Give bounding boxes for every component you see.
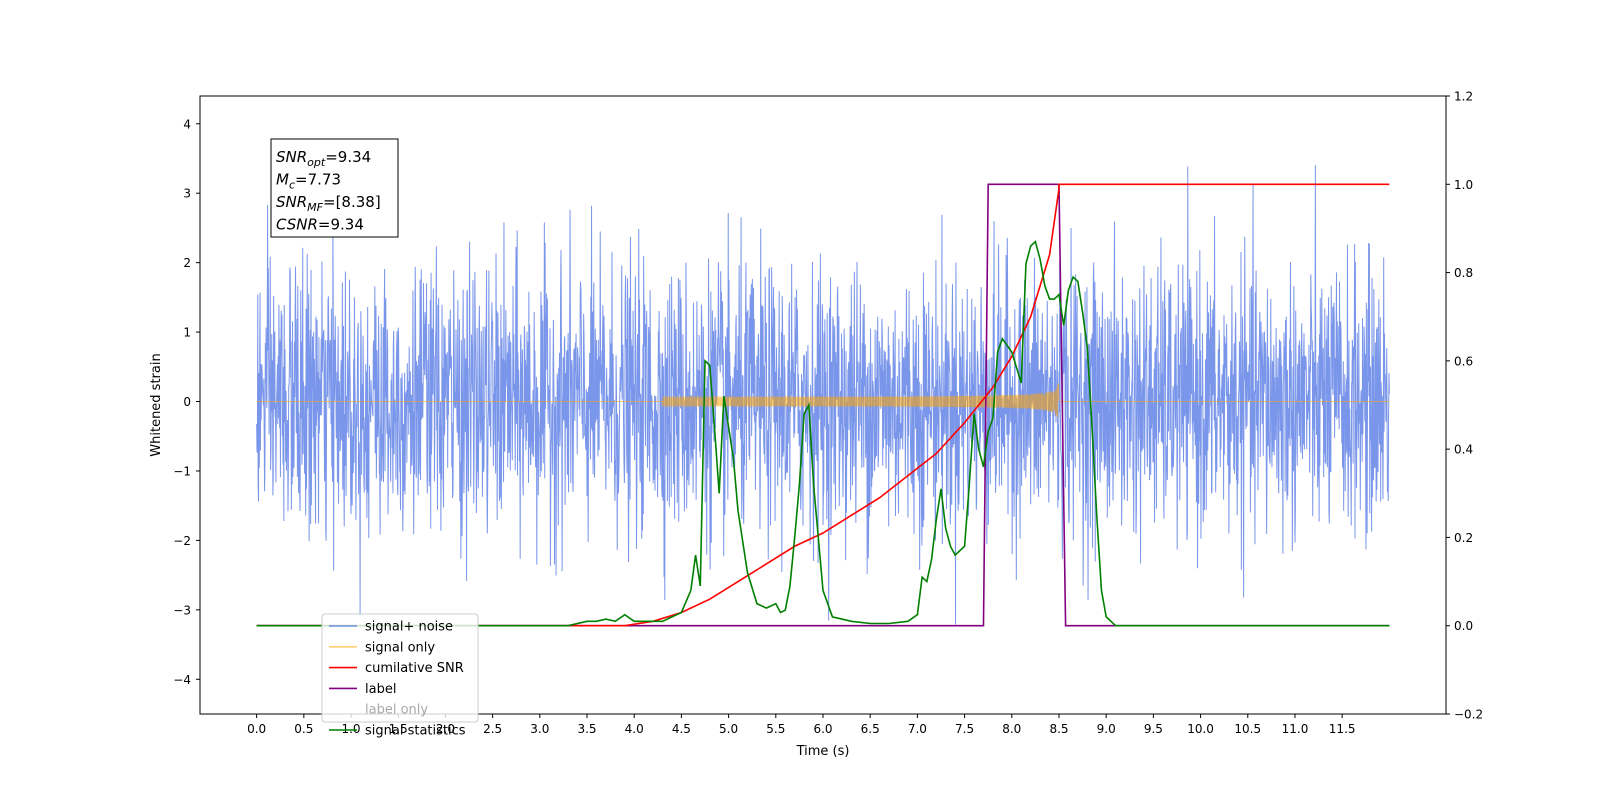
y-tick-label: 2	[183, 256, 191, 270]
x-tick-label: 9.0	[1097, 722, 1116, 736]
x-tick-label: 2.5	[483, 722, 502, 736]
y2-tick-label: 0.4	[1454, 443, 1473, 457]
x-tick-label: 10.5	[1234, 722, 1261, 736]
y2-tick-label: 1.2	[1454, 90, 1473, 104]
x-tick-label: 11.0	[1282, 722, 1309, 736]
x-tick-label: 7.5	[955, 722, 974, 736]
annotation-line: SNRopt=9.34	[276, 148, 371, 169]
legend-entry-label: label only	[365, 703, 428, 718]
legend-entry-label: signal only	[365, 640, 435, 655]
y2-tick-label: 0.2	[1454, 531, 1473, 545]
legend-entry-label: signal+ noise	[365, 620, 453, 635]
x-tick-label: 3.0	[530, 722, 549, 736]
legend-entry-label: label	[365, 682, 396, 697]
annotation-line: Mc=7.73	[276, 171, 341, 192]
y-tick-label: −4	[173, 673, 191, 687]
x-tick-label: 10.0	[1187, 722, 1214, 736]
legend-entry-label: signal statistics	[365, 724, 466, 739]
legend-entry-label: cumilative SNR	[365, 661, 464, 676]
x-tick-label: 5.0	[719, 722, 738, 736]
y-tick-label: −1	[173, 464, 191, 478]
annotation-frame	[270, 138, 399, 238]
y-axis-ticks: −4 −3 −2 −1 0 1 2 3 4	[173, 117, 200, 687]
y2-tick-label: 1.0	[1454, 178, 1473, 192]
x-tick-label: 4.5	[672, 722, 691, 736]
annotation-line: CSNR=9.34	[276, 216, 364, 234]
x-tick-label: 1.5	[389, 722, 408, 736]
y-axis-label: Whitened strain	[149, 353, 164, 456]
x-tick-label: 6.0	[813, 722, 832, 736]
x-axis-ticks: 0.0 0.5 1.0 1.5 2.0 2.5 3.0 3.5 4.0 4.5 5.0 5.5 6.0 6…	[247, 714, 1356, 736]
y-tick-label: 0	[183, 395, 191, 409]
series-signal-only-line	[256, 383, 1390, 418]
x-tick-label: 11.5	[1329, 722, 1356, 736]
x-tick-label: 2.0	[436, 722, 455, 736]
y2-tick-label: −0.2	[1454, 708, 1483, 722]
legend: signal+ noise signal only cumilative SNR la…	[321, 613, 479, 739]
x-tick-label: 6.5	[861, 722, 880, 736]
series-signal-statistics-line	[256, 240, 1390, 627]
y-tick-label: −3	[173, 603, 191, 617]
annotation-line: SNRMF=[8.38]	[276, 193, 381, 214]
y-tick-label: 3	[183, 187, 191, 201]
plot-data-layer	[256, 165, 1390, 627]
y-tick-label: −2	[173, 534, 191, 548]
x-axis-label: Time (s)	[796, 744, 850, 759]
x-tick-label: 1.0	[341, 722, 360, 736]
x-tick-label: 4.0	[625, 722, 644, 736]
x-tick-label: 7.0	[908, 722, 927, 736]
x-tick-label: 0.0	[247, 722, 266, 736]
legend-frame	[321, 613, 479, 723]
x-tick-label: 5.5	[766, 722, 785, 736]
y2-axis-ticks: −0.2 0.0 0.2 0.4 0.6 0.8 1.0 1.2	[1446, 90, 1483, 722]
x-tick-label: 3.5	[577, 722, 596, 736]
y-tick-label: 4	[183, 117, 191, 131]
series-signal-noise-line	[256, 165, 1390, 625]
x-tick-label: 9.5	[1144, 722, 1163, 736]
x-tick-label: 8.0	[1002, 722, 1021, 736]
y2-tick-label: 0.8	[1454, 266, 1473, 280]
x-tick-label: 0.5	[294, 722, 313, 736]
y-tick-label: 1	[183, 326, 191, 340]
x-tick-label: 8.5	[1049, 722, 1068, 736]
y2-tick-label: 0.0	[1454, 619, 1473, 633]
y2-tick-label: 0.6	[1454, 354, 1473, 368]
